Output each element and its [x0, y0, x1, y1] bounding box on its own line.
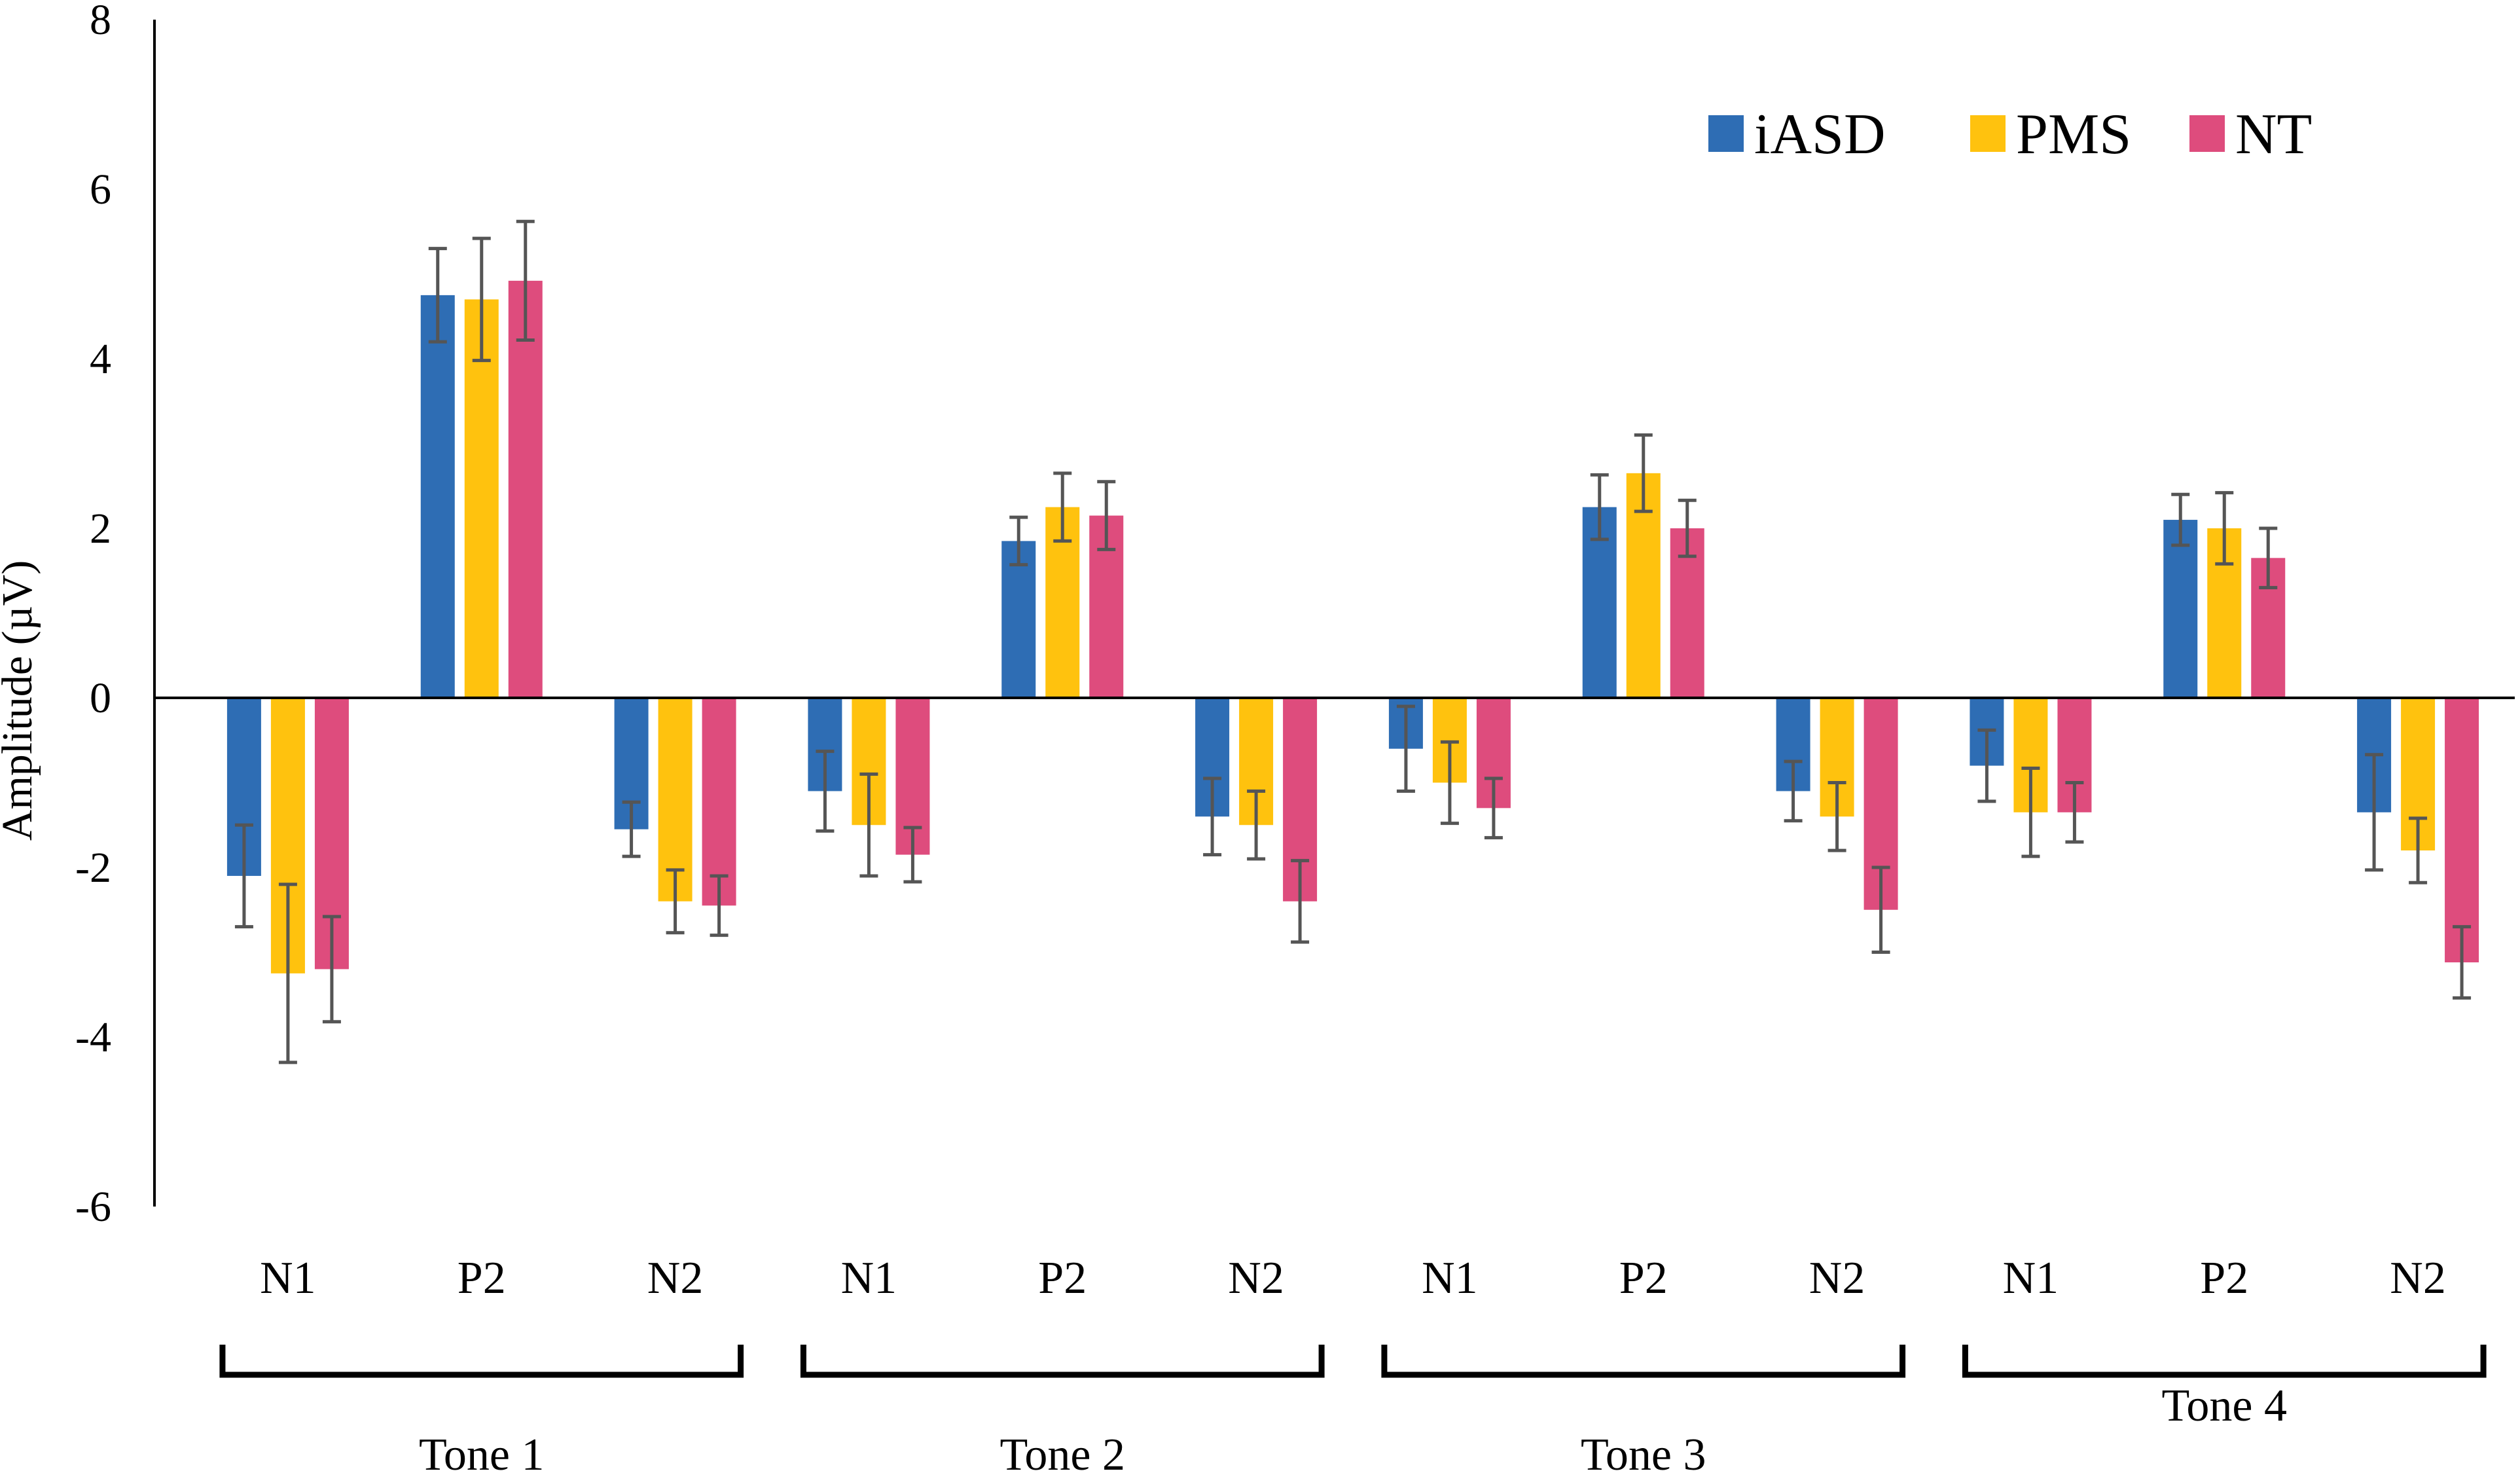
error-bar-iasd [1977, 728, 1996, 803]
category-label: N1 [260, 1253, 316, 1303]
error-bar-iasd [234, 823, 253, 929]
group-label: Tone 1 [419, 1430, 544, 1471]
y-axis-title: Amplitude (µV) [0, 560, 41, 841]
legend-label-nt: NT [2235, 103, 2312, 166]
error-bar-iasd [816, 750, 835, 833]
error-bar-pms [666, 868, 685, 935]
error-bar-nt [1097, 480, 1116, 551]
group-label: Tone 2 [1000, 1430, 1125, 1471]
error-bar-iasd [428, 247, 447, 344]
error-bar-pms [1247, 789, 1266, 861]
category-label: N2 [647, 1253, 704, 1303]
error-bar-nt [903, 826, 922, 884]
category-label: P2 [1038, 1253, 1087, 1303]
bar-iasd [2163, 520, 2198, 698]
legend-label-pms: PMS [2016, 103, 2131, 166]
y-tick-label: -2 [75, 844, 111, 892]
error-bar-pms [2215, 491, 2234, 566]
group-bracket [1962, 1345, 2487, 1378]
bar-pms [464, 299, 499, 699]
legend-swatch-pms [1970, 115, 2006, 152]
error-bar-nt [516, 219, 535, 342]
group-bracket [219, 1345, 744, 1378]
error-bar-pms [1440, 740, 1459, 826]
bar-nt [2445, 698, 2479, 963]
legend-swatch-nt [2189, 115, 2225, 152]
plot-area: 8 6 4 2 0 -2 -4 -6 N1 P2 N2 N1 P2 N2 N1 P2 N2 N1 P2 N2 Tone … [75, 0, 2515, 1471]
error-bar-iasd [1784, 759, 1803, 823]
error-bar-nt [710, 874, 729, 937]
error-bar-iasd [2365, 753, 2384, 872]
error-bar-iasd [1590, 473, 1609, 541]
y-tick-label: 4 [90, 335, 111, 383]
legend-swatch-iasd [1708, 115, 1744, 152]
category-label: N2 [2390, 1253, 2446, 1303]
error-bar-pms [2409, 816, 2428, 884]
error-bar-nt [322, 915, 341, 1024]
y-tick-label: -4 [75, 1013, 111, 1061]
error-bar-pms [1634, 433, 1653, 513]
error-bar-nt [1484, 776, 1503, 840]
error-bar-nt [1291, 859, 1310, 944]
category-label: N1 [2003, 1253, 2059, 1303]
error-bar-pms [278, 882, 297, 1064]
category-label: P2 [1619, 1253, 1668, 1303]
error-bar-nt [2453, 925, 2472, 1000]
legend-label-iasd: iASD [1754, 103, 1886, 166]
category-label: N1 [841, 1253, 897, 1303]
y-tick-label: 6 [90, 166, 111, 213]
category-label: N2 [1809, 1253, 1865, 1303]
error-bar-pms [472, 236, 491, 363]
error-bar-iasd [622, 800, 641, 858]
error-bar-iasd [1396, 704, 1415, 793]
category-label: P2 [458, 1253, 506, 1303]
error-bar-nt [1871, 865, 1890, 954]
error-bar-pms [859, 772, 878, 878]
bar-iasd [420, 295, 455, 698]
category-label: P2 [2200, 1253, 2248, 1303]
error-bar-nt [2259, 526, 2278, 590]
group-label: Tone 4 [2162, 1381, 2287, 1431]
group-bracket [1381, 1345, 1906, 1378]
category-label: N2 [1228, 1253, 1284, 1303]
bar-nt [702, 698, 736, 906]
group-label: Tone 3 [1581, 1430, 1706, 1471]
bar-iasd [1001, 541, 1036, 698]
error-bar-nt [2065, 781, 2084, 844]
error-bar-iasd [2171, 492, 2190, 547]
category-label: N1 [1422, 1253, 1478, 1303]
error-bar-iasd [1203, 776, 1222, 857]
error-bar-pms [1053, 471, 1072, 543]
y-tick-label: 0 [90, 674, 111, 722]
group-bracket [800, 1345, 1325, 1378]
bar-nt [508, 280, 543, 698]
bar-pms [658, 698, 693, 901]
error-bar-pms [1827, 781, 1846, 852]
error-bar-nt [1678, 498, 1697, 558]
y-tick-label: -6 [75, 1183, 111, 1231]
y-tick-label: 2 [90, 505, 111, 553]
error-bar-pms [2021, 766, 2040, 858]
error-bar-iasd [1009, 515, 1028, 567]
y-tick-label: 8 [90, 0, 111, 44]
